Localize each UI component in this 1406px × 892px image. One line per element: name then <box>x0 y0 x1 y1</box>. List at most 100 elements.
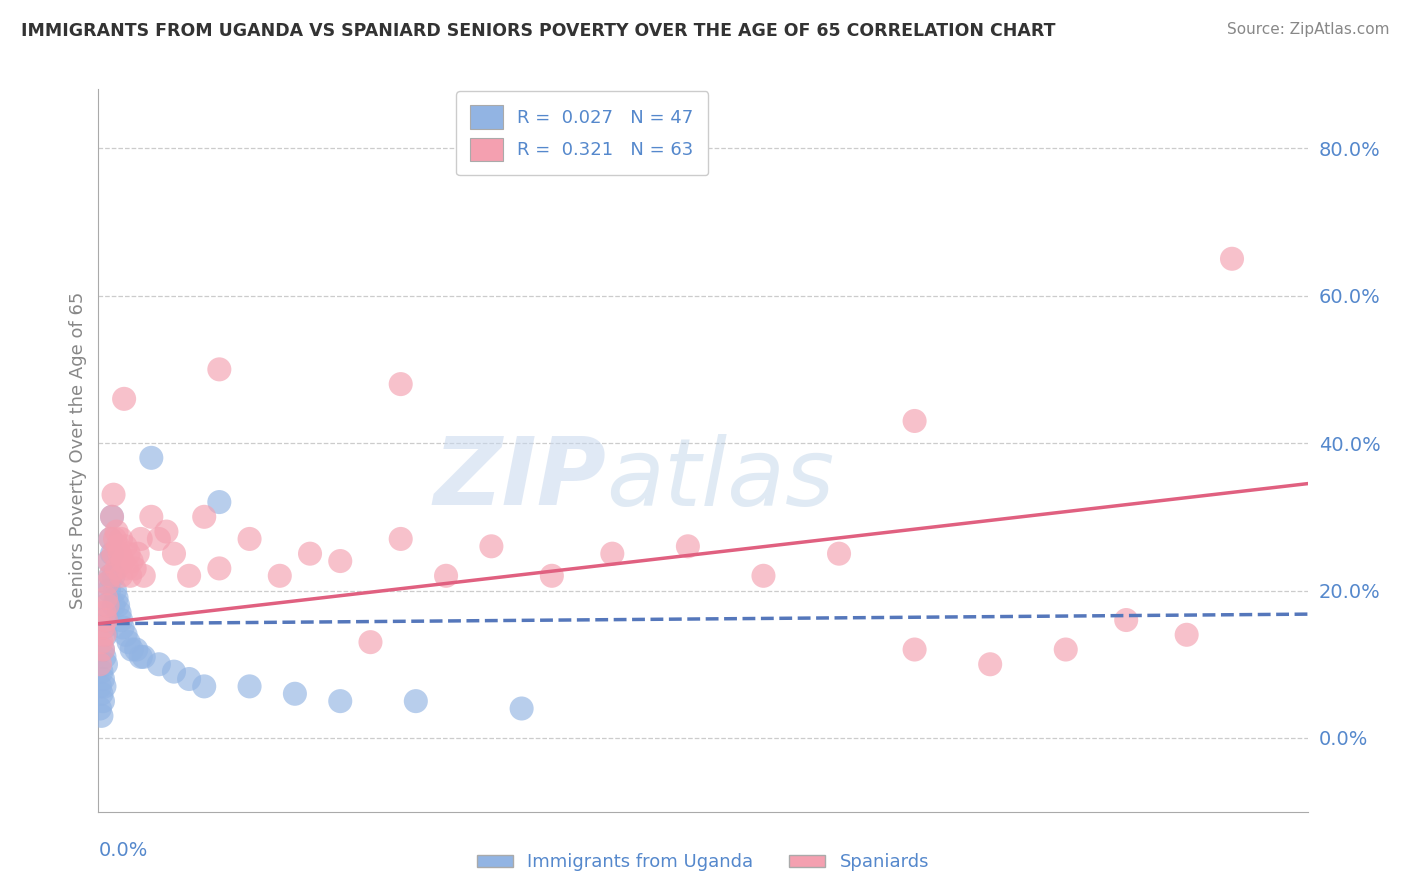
Point <box>105 524 128 539</box>
Point <box>105 591 128 605</box>
Point <box>510 701 533 715</box>
Text: ZIP: ZIP <box>433 434 606 525</box>
Point <box>676 539 699 553</box>
Point <box>107 599 129 613</box>
Point <box>239 679 262 693</box>
Point <box>94 628 117 642</box>
Point <box>104 583 127 598</box>
Point <box>93 606 115 620</box>
Point <box>110 613 132 627</box>
Point <box>163 547 186 561</box>
Point <box>360 635 382 649</box>
Point <box>118 635 141 649</box>
Point <box>481 539 503 553</box>
Text: atlas: atlas <box>606 434 835 524</box>
Text: IMMIGRANTS FROM UGANDA VS SPANIARD SENIORS POVERTY OVER THE AGE OF 65 CORRELATIO: IMMIGRANTS FROM UGANDA VS SPANIARD SENIO… <box>21 22 1056 40</box>
Point <box>284 687 307 701</box>
Point <box>114 628 136 642</box>
Point <box>111 554 134 568</box>
Point <box>540 569 562 583</box>
Point <box>329 694 352 708</box>
Point <box>389 377 412 392</box>
Point <box>299 547 322 561</box>
Point <box>103 599 125 613</box>
Point <box>208 362 231 376</box>
Point <box>124 561 146 575</box>
Point <box>105 561 128 575</box>
Point <box>1220 252 1243 266</box>
Point <box>129 649 152 664</box>
Point <box>98 554 121 568</box>
Point <box>193 679 215 693</box>
Point <box>94 599 117 613</box>
Point <box>100 532 122 546</box>
Point <box>179 672 201 686</box>
Point <box>100 532 122 546</box>
Legend: R =  0.027   N = 47, R =  0.321   N = 63: R = 0.027 N = 47, R = 0.321 N = 63 <box>456 91 709 176</box>
Point <box>155 524 177 539</box>
Point <box>141 450 163 465</box>
Point <box>132 569 155 583</box>
Point <box>93 620 115 634</box>
Point <box>90 665 112 679</box>
Point <box>107 539 129 553</box>
Point <box>90 709 112 723</box>
Point <box>828 547 851 561</box>
Point <box>1054 642 1077 657</box>
Point <box>96 576 118 591</box>
Legend: Immigrants from Uganda, Spaniards: Immigrants from Uganda, Spaniards <box>470 847 936 879</box>
Point <box>329 554 352 568</box>
Point <box>91 672 114 686</box>
Point <box>121 554 143 568</box>
Text: Source: ZipAtlas.com: Source: ZipAtlas.com <box>1226 22 1389 37</box>
Point <box>405 694 427 708</box>
Point <box>752 569 775 583</box>
Point <box>434 569 457 583</box>
Point <box>127 547 149 561</box>
Point <box>89 657 111 672</box>
Point <box>979 657 1001 672</box>
Point <box>1115 613 1137 627</box>
Point <box>91 642 114 657</box>
Point <box>132 649 155 664</box>
Point <box>208 495 231 509</box>
Point <box>125 642 148 657</box>
Point <box>118 547 141 561</box>
Point <box>111 620 134 634</box>
Point <box>108 547 131 561</box>
Y-axis label: Seniors Poverty Over the Age of 65: Seniors Poverty Over the Age of 65 <box>69 292 87 609</box>
Point <box>103 488 125 502</box>
Point <box>129 532 152 546</box>
Point <box>208 561 231 575</box>
Point <box>115 561 138 575</box>
Point <box>904 642 927 657</box>
Point <box>148 657 170 672</box>
Point <box>94 613 117 627</box>
Point <box>112 392 135 406</box>
Point <box>93 649 115 664</box>
Point <box>110 569 132 583</box>
Point <box>163 665 186 679</box>
Point <box>179 569 201 583</box>
Point <box>103 547 125 561</box>
Point <box>104 532 127 546</box>
Point <box>98 583 121 598</box>
Point <box>90 687 112 701</box>
Point <box>101 509 124 524</box>
Point <box>108 606 131 620</box>
Text: 0.0%: 0.0% <box>98 840 148 860</box>
Point <box>389 532 412 546</box>
Point <box>100 569 122 583</box>
Point <box>96 576 118 591</box>
Point <box>100 569 122 583</box>
Point <box>114 539 136 553</box>
Point <box>239 532 262 546</box>
Point <box>90 635 112 649</box>
Point <box>148 532 170 546</box>
Point <box>110 532 132 546</box>
Point <box>91 642 114 657</box>
Point <box>96 606 118 620</box>
Point <box>93 679 115 693</box>
Point <box>98 554 121 568</box>
Point <box>94 657 117 672</box>
